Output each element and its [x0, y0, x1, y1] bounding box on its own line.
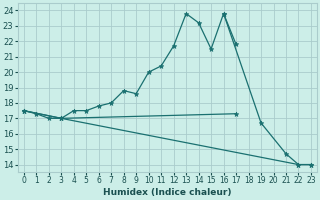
- X-axis label: Humidex (Indice chaleur): Humidex (Indice chaleur): [103, 188, 232, 197]
